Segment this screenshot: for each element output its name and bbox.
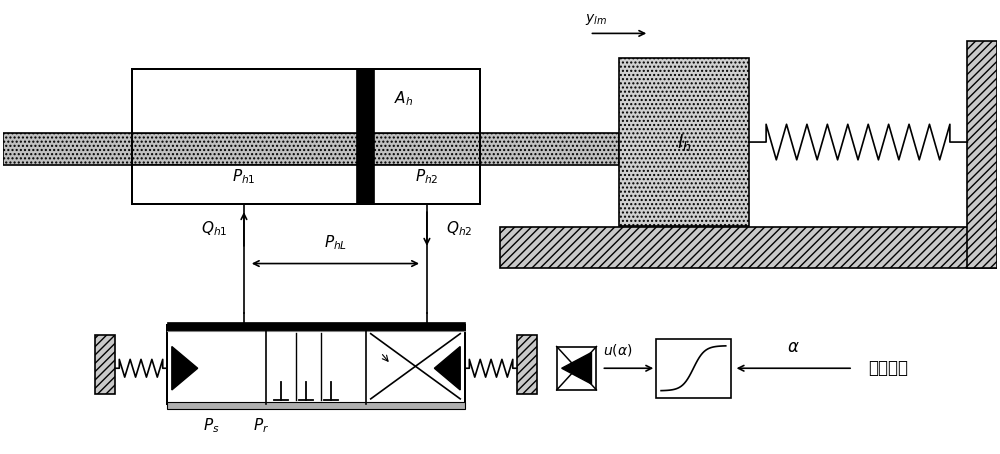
Polygon shape: [562, 352, 591, 384]
Bar: [356, 69, 374, 204]
Text: $A_h$: $A_h$: [394, 89, 413, 108]
Bar: [619, 58, 749, 226]
Text: $P_s$: $P_s$: [203, 416, 220, 435]
Text: $P_{hL}$: $P_{hL}$: [324, 233, 347, 252]
Text: 输入饱和: 输入饱和: [868, 359, 908, 377]
Text: $\alpha$: $\alpha$: [787, 338, 800, 356]
Bar: [167, 402, 465, 409]
Text: $y_{lm}$: $y_{lm}$: [585, 12, 607, 28]
Polygon shape: [434, 346, 460, 390]
Bar: [557, 346, 596, 390]
Bar: [517, 335, 537, 394]
Bar: [656, 339, 731, 398]
Text: $u(\alpha)$: $u(\alpha)$: [603, 342, 633, 358]
Text: $Q_{h1}$: $Q_{h1}$: [201, 220, 227, 238]
Bar: [95, 335, 115, 394]
Text: $P_{h1}$: $P_{h1}$: [232, 167, 256, 186]
Bar: [132, 165, 480, 204]
Text: $Q_{h2}$: $Q_{h2}$: [446, 220, 472, 238]
Bar: [132, 69, 480, 133]
Bar: [500, 227, 997, 268]
Bar: [167, 325, 465, 404]
Text: $l_h$: $l_h$: [677, 132, 691, 153]
Polygon shape: [172, 346, 198, 390]
Text: $P_r$: $P_r$: [253, 416, 269, 435]
Bar: [3, 133, 619, 165]
Bar: [167, 322, 465, 331]
Bar: [132, 69, 480, 204]
Bar: [967, 41, 997, 268]
Text: $P_{h2}$: $P_{h2}$: [415, 167, 439, 186]
